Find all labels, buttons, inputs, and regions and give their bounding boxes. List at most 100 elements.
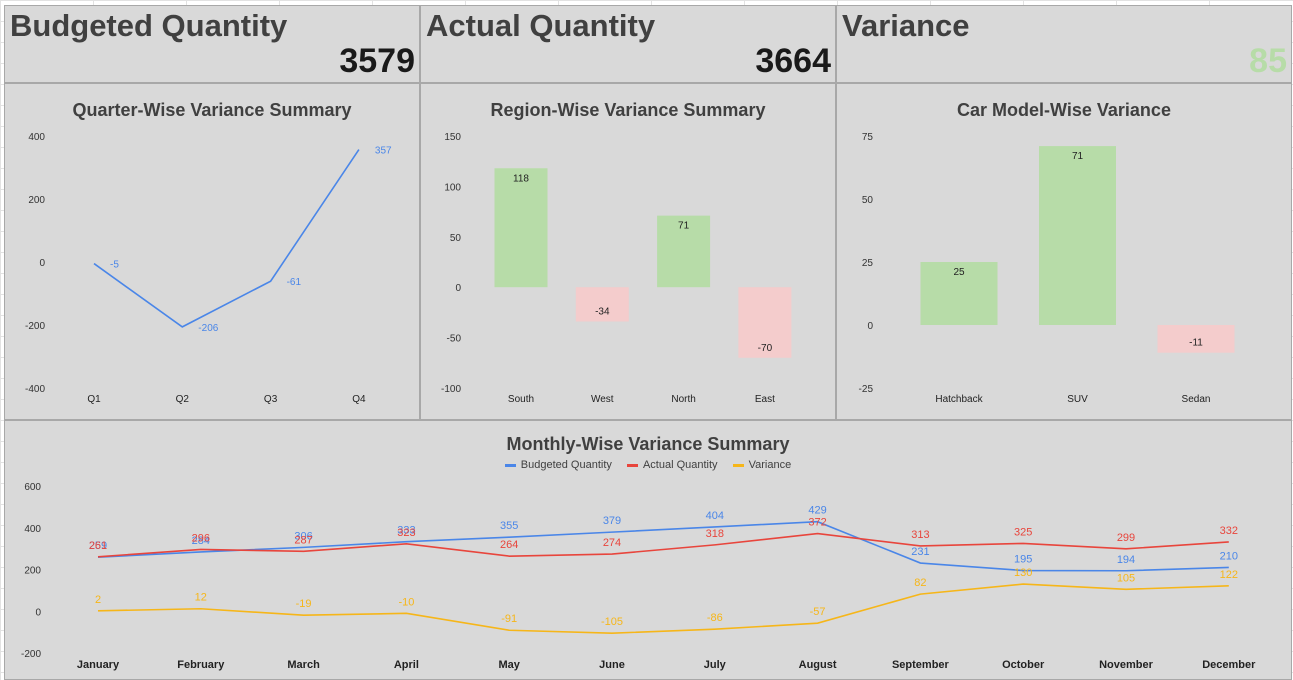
data-label: 287 [294, 534, 312, 546]
data-label: 333 [397, 525, 415, 537]
model-chart-panel[interactable]: Car Model-Wise Variance 75 50 25 0 -25 Hatchb… [836, 83, 1292, 420]
kpi-budgeted-value: 3579 [339, 42, 415, 80]
y-tick-label: 200 [24, 566, 41, 577]
x-tick-label: West [591, 394, 614, 405]
y-tick-label: -400 [25, 384, 45, 395]
data-label: -57 [810, 606, 826, 618]
y-tick-label: -100 [441, 384, 461, 395]
legend-label-variance: Variance [748, 459, 792, 471]
kpi-variance-card[interactable]: Variance 85 [836, 5, 1292, 83]
y-tick-label: -200 [21, 649, 41, 660]
data-label: -10 [398, 596, 414, 608]
data-label: 2 [95, 594, 101, 606]
model-chart-title: Car Model-Wise Variance [957, 100, 1171, 120]
y-tick-label: 50 [450, 233, 462, 244]
y-tick-label: 200 [28, 195, 45, 206]
bar [575, 287, 629, 322]
quarter-chart: 400 200 0 -200 -400 Q1 Q2 Q3 Q4 -5 -206 -61 357 [25, 132, 392, 405]
y-tick-label: -25 [859, 384, 874, 395]
legend-item-variance[interactable]: Variance [732, 459, 792, 471]
monthly-legend: Budgeted Quantity Actual Quantity Varian… [5, 459, 1291, 471]
quarter-chart-title: Quarter-Wise Variance Summary [72, 100, 352, 120]
data-label: 12 [195, 592, 207, 604]
data-label: 274 [603, 537, 621, 549]
legend-item-budgeted[interactable]: Budgeted Quantity [504, 459, 612, 471]
data-label: 372 [808, 517, 826, 529]
legend-label-actual: Actual Quantity [642, 459, 718, 471]
y-tick-label: -200 [25, 321, 45, 332]
data-label: 194 [1117, 554, 1135, 566]
y-tick-label: 0 [35, 607, 41, 618]
y-tick-label: 0 [455, 283, 461, 294]
x-tick-label: April [394, 659, 419, 671]
data-label: 325 [1014, 526, 1032, 538]
y-tick-label: 25 [862, 258, 874, 269]
y-tick-label: 0 [39, 258, 45, 269]
monthly-chart: 600 400 200 0 -200 January February March April M… [21, 482, 1256, 671]
bar [1157, 325, 1235, 353]
region-chart-title: Region-Wise Variance Summary [490, 100, 766, 120]
x-tick-label: Hatchback [935, 394, 983, 405]
series-line [97, 520, 1229, 572]
y-tick-label: 100 [444, 182, 461, 193]
kpi-variance-label: Variance [842, 8, 970, 43]
bar [1039, 146, 1116, 325]
data-label: 195 [1014, 554, 1032, 566]
x-tick-label: Q2 [176, 394, 190, 405]
x-tick-label: Q4 [352, 394, 366, 405]
data-label: 284 [192, 535, 210, 547]
x-tick-label: East [755, 394, 775, 405]
x-tick-label: Q3 [264, 394, 278, 405]
y-tick-label: -50 [447, 334, 462, 345]
y-tick-label: 50 [862, 195, 874, 206]
data-label: 264 [500, 539, 518, 551]
legend-swatch-budgeted [504, 463, 516, 467]
data-label: 71 [1072, 151, 1084, 162]
x-tick-label: December [1202, 659, 1256, 671]
kpi-budgeted-card[interactable]: Budgeted Quantity 3579 [4, 5, 420, 83]
data-label: -206 [198, 323, 218, 334]
kpi-budgeted-label: Budgeted Quantity [10, 8, 288, 43]
data-label: 261 [89, 540, 107, 552]
data-label: -5 [110, 260, 119, 271]
y-tick-label: 600 [24, 482, 41, 493]
data-label: 379 [603, 515, 621, 527]
x-tick-label: January [77, 659, 120, 671]
bar [738, 287, 792, 358]
data-label: -86 [707, 612, 723, 624]
x-tick-label: October [1002, 659, 1045, 671]
monthly-chart-panel[interactable]: Monthly-Wise Variance Summary Budgeted Q… [4, 420, 1292, 680]
region-chart-panel[interactable]: Region-Wise Variance Summary 150 100 50 0 -5… [420, 83, 836, 420]
x-tick-label: August [799, 659, 837, 671]
kpi-actual-card[interactable]: Actual Quantity 3664 [420, 5, 836, 83]
data-label: 130 [1014, 567, 1032, 579]
series-line [97, 532, 1229, 558]
kpi-actual-label: Actual Quantity [426, 8, 656, 43]
data-label: 25 [953, 267, 965, 278]
data-label: 122 [1220, 569, 1238, 581]
x-tick-label: February [177, 659, 225, 671]
legend-item-actual[interactable]: Actual Quantity [626, 459, 718, 471]
data-label: 71 [678, 221, 690, 232]
data-label: 296 [192, 532, 210, 544]
x-tick-label: North [671, 394, 695, 405]
model-chart: 75 50 25 0 -25 Hatchback SUV Sedan 25 71 -11 [859, 132, 1235, 405]
x-tick-label: SUV [1067, 394, 1088, 405]
data-label: 355 [500, 520, 518, 532]
data-label: 313 [911, 529, 929, 541]
data-label: 332 [1220, 525, 1238, 537]
bar [494, 168, 548, 288]
legend-swatch-variance [732, 463, 744, 467]
quarter-chart-panel[interactable]: Quarter-Wise Variance Summary 400 200 0 -20… [4, 83, 420, 420]
data-label: -11 [1189, 338, 1203, 349]
x-tick-label: June [599, 659, 625, 671]
legend-swatch-actual [626, 463, 638, 467]
y-tick-label: 0 [867, 321, 873, 332]
data-label: 210 [1220, 550, 1238, 562]
legend-label-budgeted: Budgeted Quantity [520, 459, 612, 471]
data-label: 299 [1117, 532, 1135, 544]
x-tick-label: November [1099, 659, 1154, 671]
y-tick-label: 400 [24, 524, 41, 535]
series-line [97, 583, 1229, 634]
x-tick-label: South [508, 394, 534, 405]
